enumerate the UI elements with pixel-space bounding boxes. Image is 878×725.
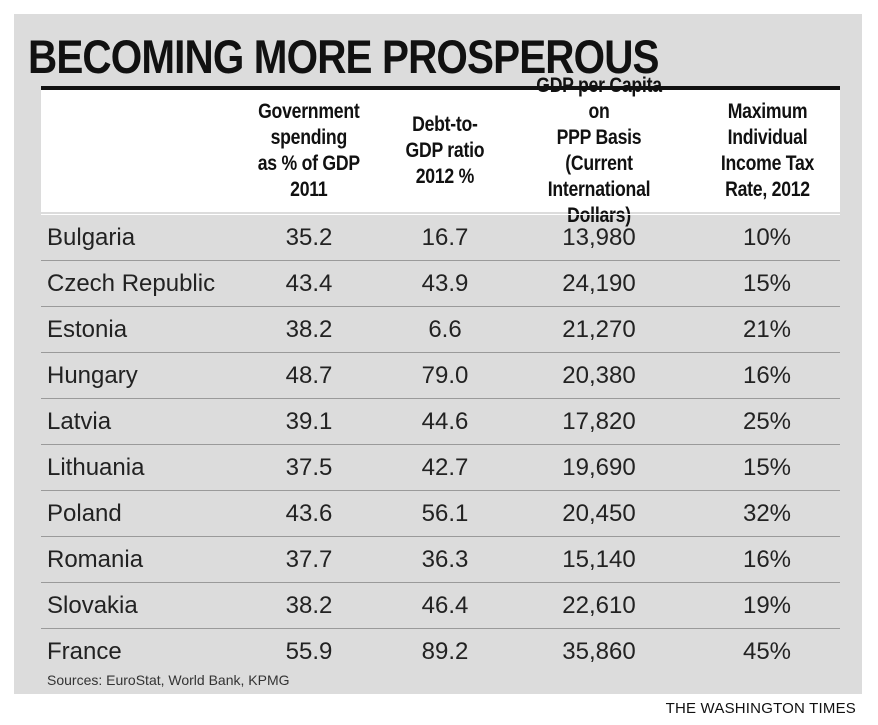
debt-ratio-cell: 79.0 [421, 362, 469, 389]
country-cell: Latvia [47, 408, 112, 435]
header-label: Government spending as % of GDP 2011 [248, 99, 370, 203]
header-line: GDP per Capita on [536, 74, 662, 123]
gdp-per-capita-cell: 35,860 [562, 638, 636, 665]
table-row: Lithuania 37.5 42.7 19,690 15% [41, 444, 840, 490]
country-cell: Poland [47, 500, 122, 527]
gdp-per-capita-cell: 13,980 [562, 224, 636, 251]
income-tax-cell: 32% [742, 500, 792, 527]
table-row: France 55.9 89.2 35,860 45% [41, 628, 840, 674]
header-line: Government [258, 100, 360, 123]
table-row: Latvia 39.1 44.6 17,820 25% [41, 398, 840, 444]
gdp-per-capita-cell: 15,140 [562, 546, 636, 573]
source-note: Sources: EuroStat, World Bank, KPMG [47, 672, 290, 688]
publisher-credit: THE WASHINGTON TIMES [665, 700, 856, 717]
header-max-income-tax: Maximum Individual Income Tax Rate, 2012 [705, 90, 829, 212]
header-gdp-per-capita: GDP per Capita on PPP Basis (Current Inter… [509, 74, 689, 227]
header-label: Maximum Individual Income Tax Rate, 2012 [712, 99, 823, 203]
table-row: Estonia 38.2 6.6 21,270 21% [41, 306, 840, 352]
country-cell: Czech Republic [47, 270, 216, 297]
gov-spending-cell: 37.7 [285, 546, 333, 573]
header-label: Debt-to- GDP ratio 2012 % [398, 112, 492, 190]
debt-ratio-cell: 42.7 [421, 454, 469, 481]
gdp-per-capita-cell: 22,610 [562, 592, 636, 619]
header-line: Income Tax [720, 152, 814, 175]
header-line: spending [270, 126, 348, 149]
country-cell: Hungary [47, 362, 138, 389]
header-country [41, 90, 241, 212]
gov-spending-cell: 38.2 [285, 592, 333, 619]
table-header: Government spending as % of GDP 2011 Debt-t… [41, 74, 840, 227]
income-tax-cell: 15% [742, 454, 792, 481]
country-cell: Bulgaria [47, 224, 136, 251]
country-cell: Romania [47, 546, 144, 573]
header-debt-to-gdp: Debt-to- GDP ratio 2012 % [395, 90, 495, 212]
gdp-per-capita-cell: 24,190 [562, 270, 636, 297]
header-line: GDP ratio [405, 139, 485, 162]
gov-spending-cell: 37.5 [285, 454, 333, 481]
country-cell: Estonia [47, 316, 128, 343]
income-tax-cell: 10% [742, 224, 792, 251]
header-government-spending: Government spending as % of GDP 2011 [245, 90, 373, 212]
gov-spending-cell: 43.4 [285, 270, 333, 297]
debt-ratio-cell: 89.2 [421, 638, 469, 665]
debt-ratio-cell: 46.4 [421, 592, 469, 619]
table-row: Romania 37.7 36.3 15,140 16% [41, 536, 840, 582]
country-cell: France [47, 638, 122, 665]
debt-ratio-cell: 56.1 [421, 500, 469, 527]
debt-ratio-cell: 16.7 [421, 224, 469, 251]
gdp-per-capita-cell: 21,270 [562, 316, 636, 343]
table-row: Czech Republic 43.4 43.9 24,190 15% [41, 260, 840, 306]
header-line: Rate, 2012 [724, 178, 810, 201]
header-line: Individual [727, 126, 807, 149]
table-row: Poland 43.6 56.1 20,450 32% [41, 490, 840, 536]
debt-ratio-cell: 36.3 [421, 546, 469, 573]
income-tax-cell: 16% [742, 362, 792, 389]
debt-ratio-cell: 6.6 [428, 316, 462, 343]
header-label: GDP per Capita on PPP Basis (Current Inter… [509, 73, 689, 229]
gov-spending-cell: 48.7 [285, 362, 333, 389]
income-tax-cell: 45% [742, 638, 792, 665]
gov-spending-cell: 55.9 [285, 638, 333, 665]
table-row: Hungary 48.7 79.0 20,380 16% [41, 352, 840, 398]
income-tax-cell: 15% [742, 270, 792, 297]
header-line: Dollars) [567, 204, 631, 227]
header-line: 2011 [290, 178, 328, 201]
income-tax-cell: 25% [742, 408, 792, 435]
gov-spending-cell: 39.1 [285, 408, 333, 435]
gov-spending-cell: 38.2 [285, 316, 333, 343]
income-tax-cell: 19% [742, 592, 792, 619]
header-line: International [547, 178, 651, 201]
gov-spending-cell: 35.2 [285, 224, 333, 251]
table-row: Slovakia 38.2 46.4 22,610 19% [41, 582, 840, 628]
income-tax-cell: 16% [742, 546, 792, 573]
gdp-per-capita-cell: 20,380 [562, 362, 636, 389]
income-tax-cell: 21% [742, 316, 792, 343]
title-rule [41, 86, 840, 90]
header-line: 2012 % [415, 165, 475, 188]
header-line: Maximum [727, 100, 807, 123]
country-cell: Slovakia [47, 592, 138, 619]
debt-ratio-cell: 44.6 [421, 408, 469, 435]
gdp-per-capita-cell: 19,690 [562, 454, 636, 481]
gdp-per-capita-cell: 17,820 [562, 408, 636, 435]
debt-ratio-cell: 43.9 [421, 270, 469, 297]
chart-title: BECOMING MORE PROSPEROUS [28, 30, 660, 83]
gov-spending-cell: 43.6 [285, 500, 333, 527]
header-line: PPP Basis (Current [556, 126, 642, 175]
header-line: as % of GDP [257, 152, 361, 175]
header-line: Debt-to- [412, 113, 478, 136]
gdp-per-capita-cell: 20,450 [562, 500, 636, 527]
country-cell: Lithuania [47, 454, 145, 481]
table-row: Bulgaria 35.2 16.7 13,980 10% [41, 214, 840, 260]
